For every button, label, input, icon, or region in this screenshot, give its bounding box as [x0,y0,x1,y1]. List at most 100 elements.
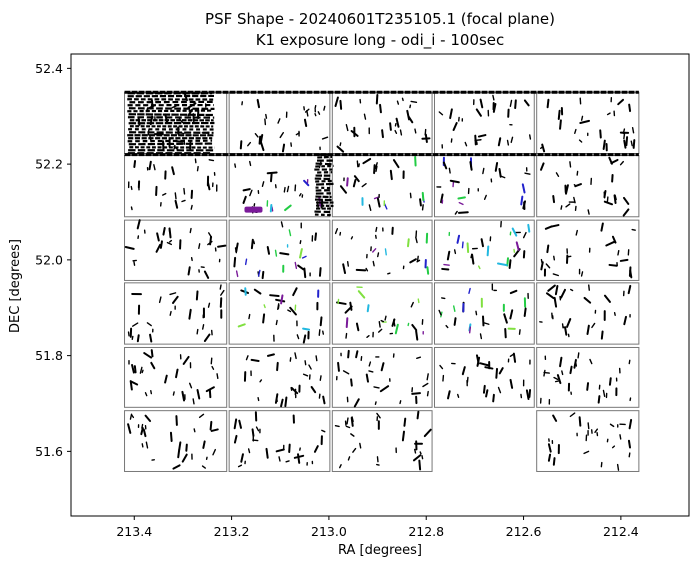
psf-whisker [317,111,321,115]
psf-whisker [441,267,450,271]
detector-cell-r1-c3 [434,154,535,218]
psf-whisker [136,334,140,343]
detector-cell-r3-c3 [434,282,535,345]
psf-whisker [130,414,135,419]
psf-whisker [253,288,262,295]
psf-whisker [169,239,173,243]
psf-whisker [169,310,172,316]
psf-whisker [175,368,179,379]
psf-whisker [555,172,560,177]
detector-cell-r2-c2 [331,219,433,281]
psf-whisker [373,164,376,175]
psf-whisker [233,418,238,430]
psf-whisker [301,255,307,259]
psf-whisker [401,430,405,442]
psf-whisker [569,412,576,418]
psf-whisker [342,370,350,375]
psf-whisker [238,419,242,429]
x-tick-label: 212.4 [603,524,639,539]
psf-whisker [127,423,132,434]
psf-whisker [608,156,613,165]
psf-whisker [458,201,464,206]
psf-whisker [547,284,556,292]
psf-whisker [250,238,254,250]
psf-whisker [414,448,417,454]
psf-whisker [443,263,450,266]
psf-whisker [619,258,629,262]
saturated-streak [128,107,215,110]
psf-whisker [603,294,611,303]
psf-whisker [380,362,385,372]
detector-cell-r3-c4 [536,282,640,345]
psf-whisker [550,224,560,228]
psf-whisker [407,238,410,248]
detector-cell-r3-c0 [124,282,228,345]
psf-whisker [276,361,279,372]
psf-whisker [216,373,219,380]
psf-whisker [580,115,584,121]
psf-whisker [322,330,325,335]
psf-whisker [623,132,626,140]
psf-whisker [233,256,237,268]
psf-whisker [174,192,177,200]
psf-whisker [623,315,627,326]
psf-whisker [284,396,288,408]
psf-whisker [376,197,381,208]
saturated-streak [128,113,214,117]
psf-whisker [334,96,339,108]
psf-whisker [277,118,281,124]
psf-whisker [509,289,518,295]
psf-whisker [627,284,632,295]
psf-whisker [406,109,411,121]
psf-whisker [506,257,509,267]
psf-whisker [265,447,269,459]
psf-whisker [448,167,451,174]
psf-whisker [362,157,372,165]
psf-whisker [631,228,636,231]
psf-whisker [552,457,556,466]
psf-whisker [411,323,418,332]
psf-whisker [479,362,490,367]
psf-whisker [475,310,478,316]
detector-cell-r2-c0 [124,219,228,281]
psf-whisker [181,453,188,463]
psf-whisker [124,246,135,250]
psf-whisker [212,448,216,456]
psf-whisker [322,395,326,405]
psf-whisker [511,227,518,237]
psf-whisker [190,256,193,262]
psf-whisker [344,305,353,314]
psf-whisker [263,304,266,309]
saturated-streak [129,131,214,134]
psf-whisker [201,465,206,469]
psf-whisker [130,380,139,386]
psf-whisker [188,308,192,320]
y-tick-label: 52.2 [35,157,63,172]
psf-whisker [482,167,485,175]
psf-whisker [578,416,582,427]
psf-whisker [475,354,480,365]
psf-whisker [378,321,381,328]
psf-whisker [611,445,616,449]
psf-whisker [628,103,632,113]
psf-whisker [262,313,266,324]
psf-whisker [500,175,506,179]
psf-whisker [127,331,130,337]
psf-whisker [577,352,580,359]
psf-whisker [266,171,278,175]
psf-whisker [357,290,366,299]
psf-whisker [187,266,191,276]
psf-whisker [202,440,206,449]
psf-whisker [541,143,546,153]
psf-whisker [198,243,201,250]
psf-whisker [159,240,163,249]
saturated-streak [127,139,213,143]
psf-whisker [564,184,569,195]
psf-whisker [566,318,572,328]
psf-whisker [509,309,514,320]
psf-whisker [351,416,354,423]
psf-whisker [602,389,606,398]
psf-whisker [149,333,153,343]
psf-whisker [280,398,284,408]
detector-cell-r1-c4 [536,154,640,218]
